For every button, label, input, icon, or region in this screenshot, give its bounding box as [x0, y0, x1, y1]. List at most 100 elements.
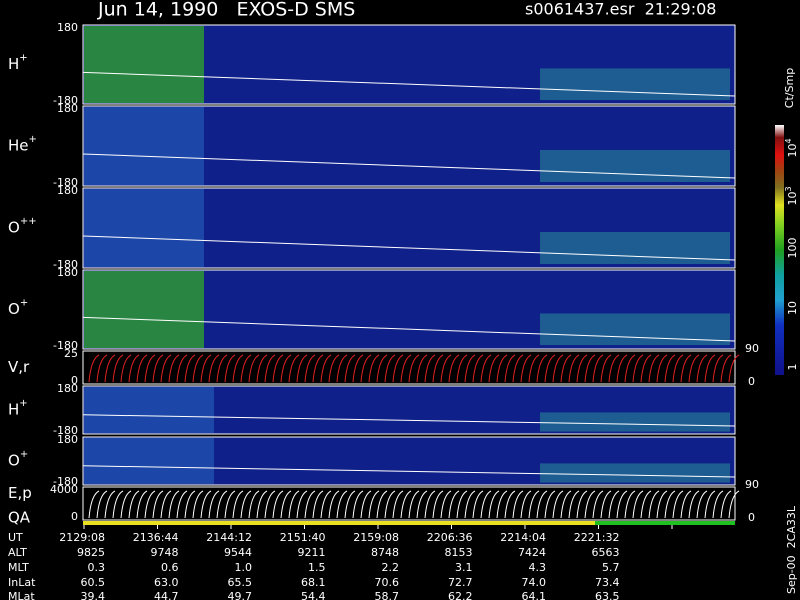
trace-curve: [552, 354, 564, 383]
panel-label: QA: [8, 509, 31, 527]
row-value: 54.4: [301, 590, 326, 600]
trace-curve: [648, 490, 660, 519]
trace-curve: [328, 354, 340, 383]
trace-curve: [416, 490, 428, 519]
tick-label: 90: [745, 342, 759, 355]
trace-curve: [392, 490, 404, 519]
trace-curve: [192, 490, 204, 519]
tick-label: -180: [53, 258, 78, 271]
trace-curve: [664, 354, 676, 383]
spectrogram-patch: [540, 412, 730, 432]
row-value: 2206:36: [427, 531, 473, 544]
row-value: 2.2: [382, 561, 400, 574]
panel-label-sup: +: [29, 134, 37, 145]
trace-curve: [528, 490, 540, 519]
row-value: 63.0: [154, 576, 179, 589]
trace-curve: [416, 354, 428, 383]
row-value: 60.5: [81, 576, 106, 589]
trace-curve: [312, 490, 324, 519]
trace-curve: [656, 490, 668, 519]
trace-curve: [384, 354, 396, 383]
trace-curve: [320, 490, 332, 519]
trace-curve: [424, 490, 436, 519]
trace-curve: [728, 490, 740, 519]
colorbar-label: 10: [786, 301, 799, 315]
row-value: 6563: [592, 546, 620, 559]
tick-label: 0: [748, 511, 755, 524]
trace-curve: [528, 354, 540, 383]
trace-curve: [264, 354, 276, 383]
trace-curve: [680, 354, 692, 383]
trace-curve: [152, 354, 164, 383]
trace-curve: [720, 490, 732, 519]
title: Jun 14, 1990 EXOS-D SMS: [97, 0, 355, 21]
trace-curve: [88, 490, 100, 519]
trace-curve: [352, 490, 364, 519]
row-value: 9544: [224, 546, 252, 559]
trace-curve: [664, 490, 676, 519]
row-value: 49.7: [228, 590, 253, 600]
trace-curve: [392, 354, 404, 383]
trace-curve: [520, 354, 532, 383]
colorbar-label: 1: [786, 364, 799, 371]
trace-curve: [512, 490, 524, 519]
tick-label: 0: [71, 510, 78, 523]
row-value: 2151:40: [280, 531, 326, 544]
trace-curve: [168, 354, 180, 383]
trace-line: [82, 71, 736, 97]
tick-label: -180: [53, 424, 78, 437]
trace-curve: [200, 490, 212, 519]
trace-curve: [136, 354, 148, 383]
trace-curve: [376, 490, 388, 519]
trace-curve: [624, 354, 636, 383]
row-label: MLat: [8, 590, 35, 600]
trace-curve: [440, 490, 452, 519]
trace-curve: [88, 354, 100, 383]
trace-curve: [712, 354, 724, 383]
trace-curve: [256, 354, 268, 383]
row-label: MLT: [8, 561, 29, 574]
trace-curve: [184, 354, 196, 383]
row-value: 2136:44: [133, 531, 179, 544]
panel-label-sup: +: [19, 398, 27, 409]
row-value: 62.2: [448, 590, 473, 600]
trace-curve: [400, 490, 412, 519]
colorbar-label: 100: [786, 238, 799, 259]
trace-curve: [448, 490, 460, 519]
tick-label: 180: [57, 433, 78, 446]
tick-label: -180: [53, 339, 78, 352]
trace-curve: [568, 490, 580, 519]
trace-curve: [616, 490, 628, 519]
trace-curve: [472, 354, 484, 383]
trace-curve: [256, 490, 268, 519]
trace-curve: [400, 354, 412, 383]
row-value: 74.0: [522, 576, 547, 589]
row-value: 1.0: [235, 561, 253, 574]
colorbar-label: 104: [784, 138, 800, 157]
colorbar-unit: Ct/Smp: [783, 68, 796, 108]
trace-curve: [168, 490, 180, 519]
trace-curve: [584, 490, 596, 519]
tick-label: 180: [57, 21, 78, 34]
trace-curve: [608, 490, 620, 519]
tick-label: -180: [53, 94, 78, 107]
trace-curve: [96, 354, 108, 383]
trace-curve: [232, 354, 244, 383]
row-value: 65.5: [228, 576, 253, 589]
tick-label: 180: [57, 266, 78, 279]
stamp: Sep-00 2CA33L: [785, 505, 798, 594]
colorbar-label: 103: [784, 186, 800, 205]
trace-curve: [696, 354, 708, 383]
spectrogram-patch: [540, 463, 730, 483]
trace-curve: [464, 490, 476, 519]
trace-curve: [632, 354, 644, 383]
trace-curve: [248, 354, 260, 383]
panel-label: V,r: [8, 358, 30, 376]
trace-curve: [672, 490, 684, 519]
row-value: 64.1: [522, 590, 547, 600]
trace-curve: [176, 354, 188, 383]
trace-curve: [288, 490, 300, 519]
trace-curve: [704, 490, 716, 519]
trace-curve: [160, 354, 172, 383]
